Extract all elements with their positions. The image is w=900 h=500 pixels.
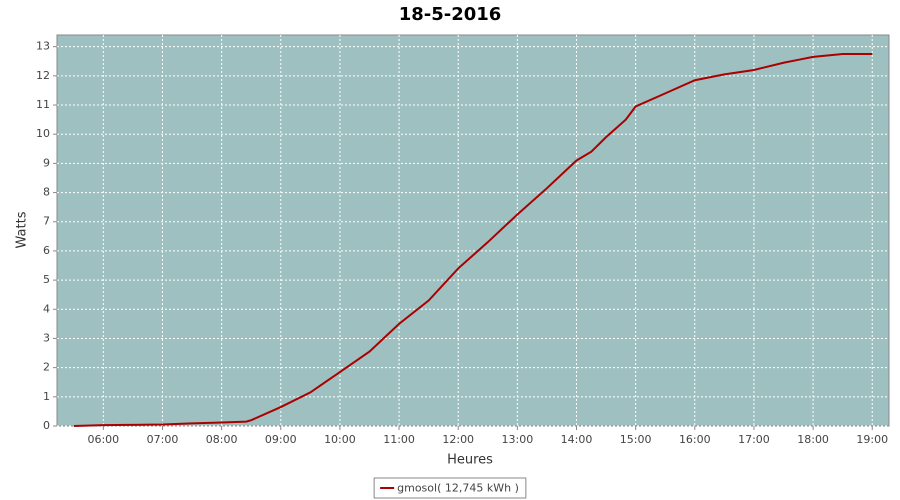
chart-title: 18-5-2016 <box>399 4 502 25</box>
x-tick-label: 12:00 <box>442 433 474 446</box>
x-tick-label: 17:00 <box>738 433 770 446</box>
y-tick-label: 10 <box>36 127 50 140</box>
y-tick-label: 4 <box>43 302 50 315</box>
x-tick-label: 09:00 <box>265 433 297 446</box>
x-tick-label: 13:00 <box>502 433 534 446</box>
y-tick-label: 0 <box>43 419 50 432</box>
y-tick-label: 2 <box>43 361 50 374</box>
y-tick-label: 3 <box>43 331 50 344</box>
data-line <box>73 52 873 427</box>
legend-box <box>373 477 527 499</box>
x-tick-label: 07:00 <box>147 433 179 446</box>
x-axis-label: Heures <box>447 453 493 468</box>
x-tick-label: 08:00 <box>206 433 238 446</box>
legend: gmosol( 12,745 kWh ) <box>373 477 527 499</box>
y-tick-label: 6 <box>43 244 50 257</box>
x-tick-label: 06:00 <box>87 433 119 446</box>
x-tick-label: 16:00 <box>679 433 711 446</box>
y-tick-label: 12 <box>36 69 50 82</box>
y-tick-label: 1 <box>43 390 50 403</box>
y-tick-label: 9 <box>43 156 50 169</box>
y-tick-label: 11 <box>36 98 50 111</box>
legend-label: gmosol( 12,745 kWh ) <box>397 482 519 495</box>
y-tick-label: 13 <box>36 40 50 53</box>
y-tick-label: 7 <box>43 215 50 228</box>
y-tick-label: 8 <box>43 186 50 199</box>
y-tick-label: 5 <box>43 273 50 286</box>
x-tick-label: 18:00 <box>797 433 829 446</box>
plot-area <box>56 34 890 427</box>
x-tick-label: 14:00 <box>561 433 593 446</box>
x-tick-label: 10:00 <box>324 433 356 446</box>
x-tick-label: 11:00 <box>383 433 415 446</box>
x-tick-label: 15:00 <box>620 433 652 446</box>
y-axis-label: Watts <box>15 211 30 248</box>
x-tick-label: 19:00 <box>856 433 888 446</box>
